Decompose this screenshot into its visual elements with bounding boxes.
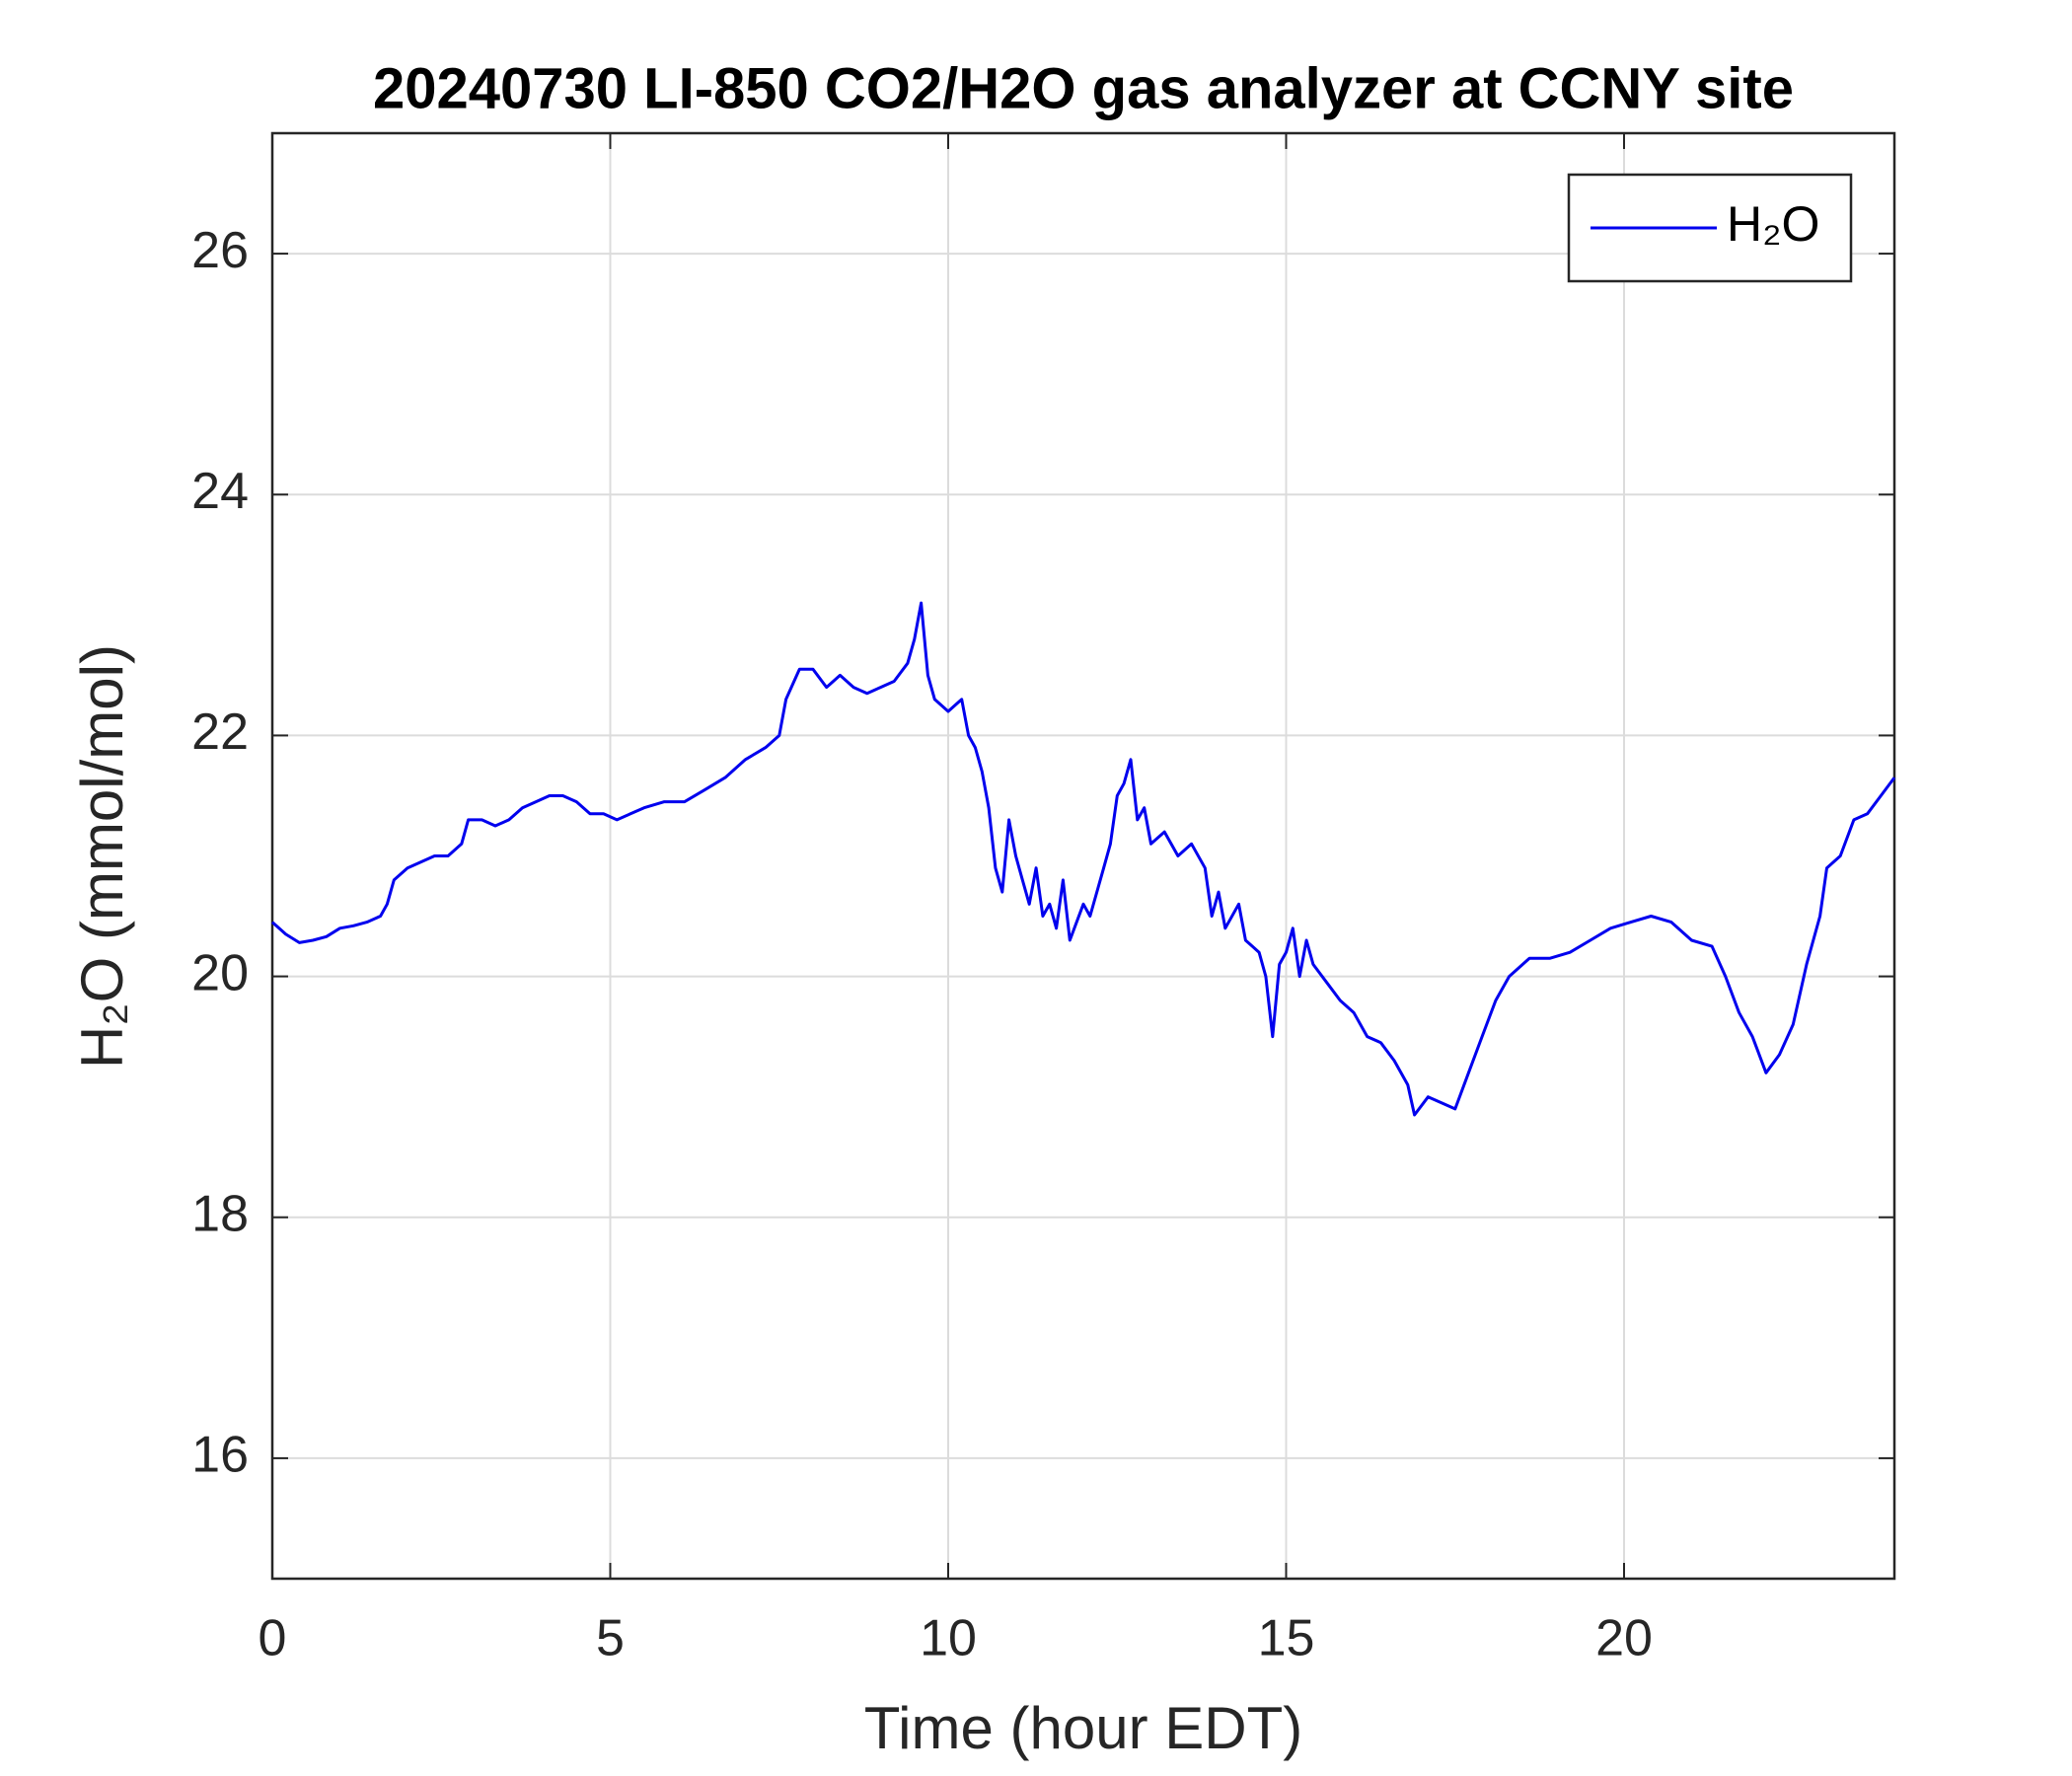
x-tick-label: 0 <box>259 1610 287 1667</box>
y-tick-label: 20 <box>191 944 249 1001</box>
data-line <box>270 601 1896 1117</box>
y-axis-label: H₂O (mmol/mol) <box>69 644 135 1069</box>
x-axis-label: Time (hour EDT) <box>864 1695 1303 1761</box>
y-tick-label: 22 <box>191 703 249 761</box>
y-tick-label: 26 <box>191 222 249 279</box>
x-tick-label: 15 <box>1258 1610 1315 1667</box>
legend-label: H₂O <box>1727 196 1819 252</box>
chart-title: 20240730 LI-850 CO2/H2O gas analyzer at … <box>373 56 1794 120</box>
plot-frame <box>270 131 1896 1581</box>
x-tick-label: 5 <box>596 1610 625 1667</box>
x-tick-label: 10 <box>920 1610 977 1667</box>
y-tick-label: 16 <box>191 1427 249 1484</box>
y-tick-label: 18 <box>191 1185 249 1242</box>
x-tick-label: 20 <box>1595 1610 1653 1667</box>
y-tick-label: 24 <box>191 463 249 520</box>
